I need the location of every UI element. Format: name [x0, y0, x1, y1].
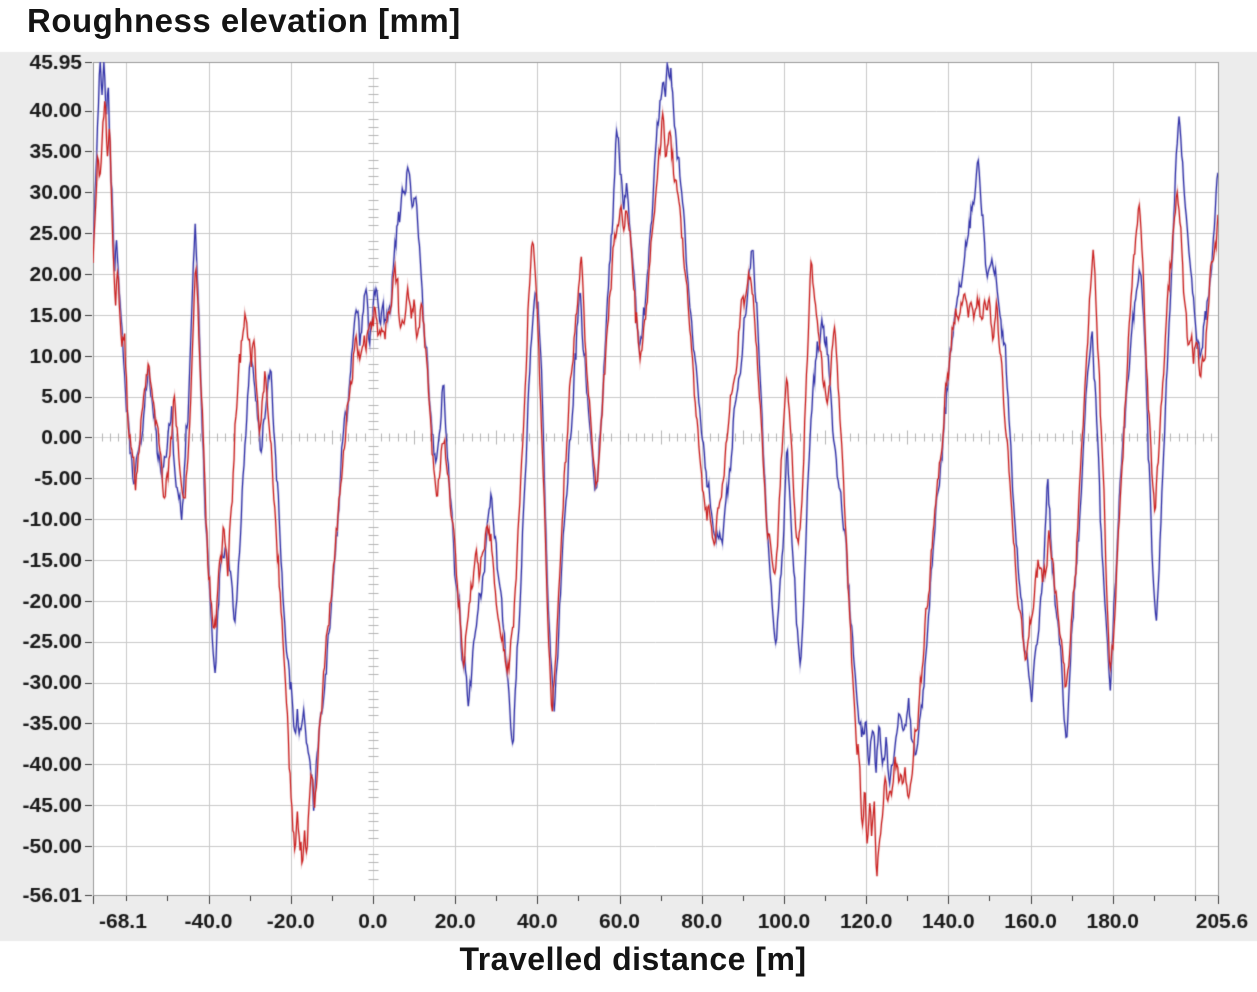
chart-title: Roughness elevation [mm]	[27, 2, 461, 39]
x-axis-label: Travelled distance [m]	[459, 941, 807, 977]
